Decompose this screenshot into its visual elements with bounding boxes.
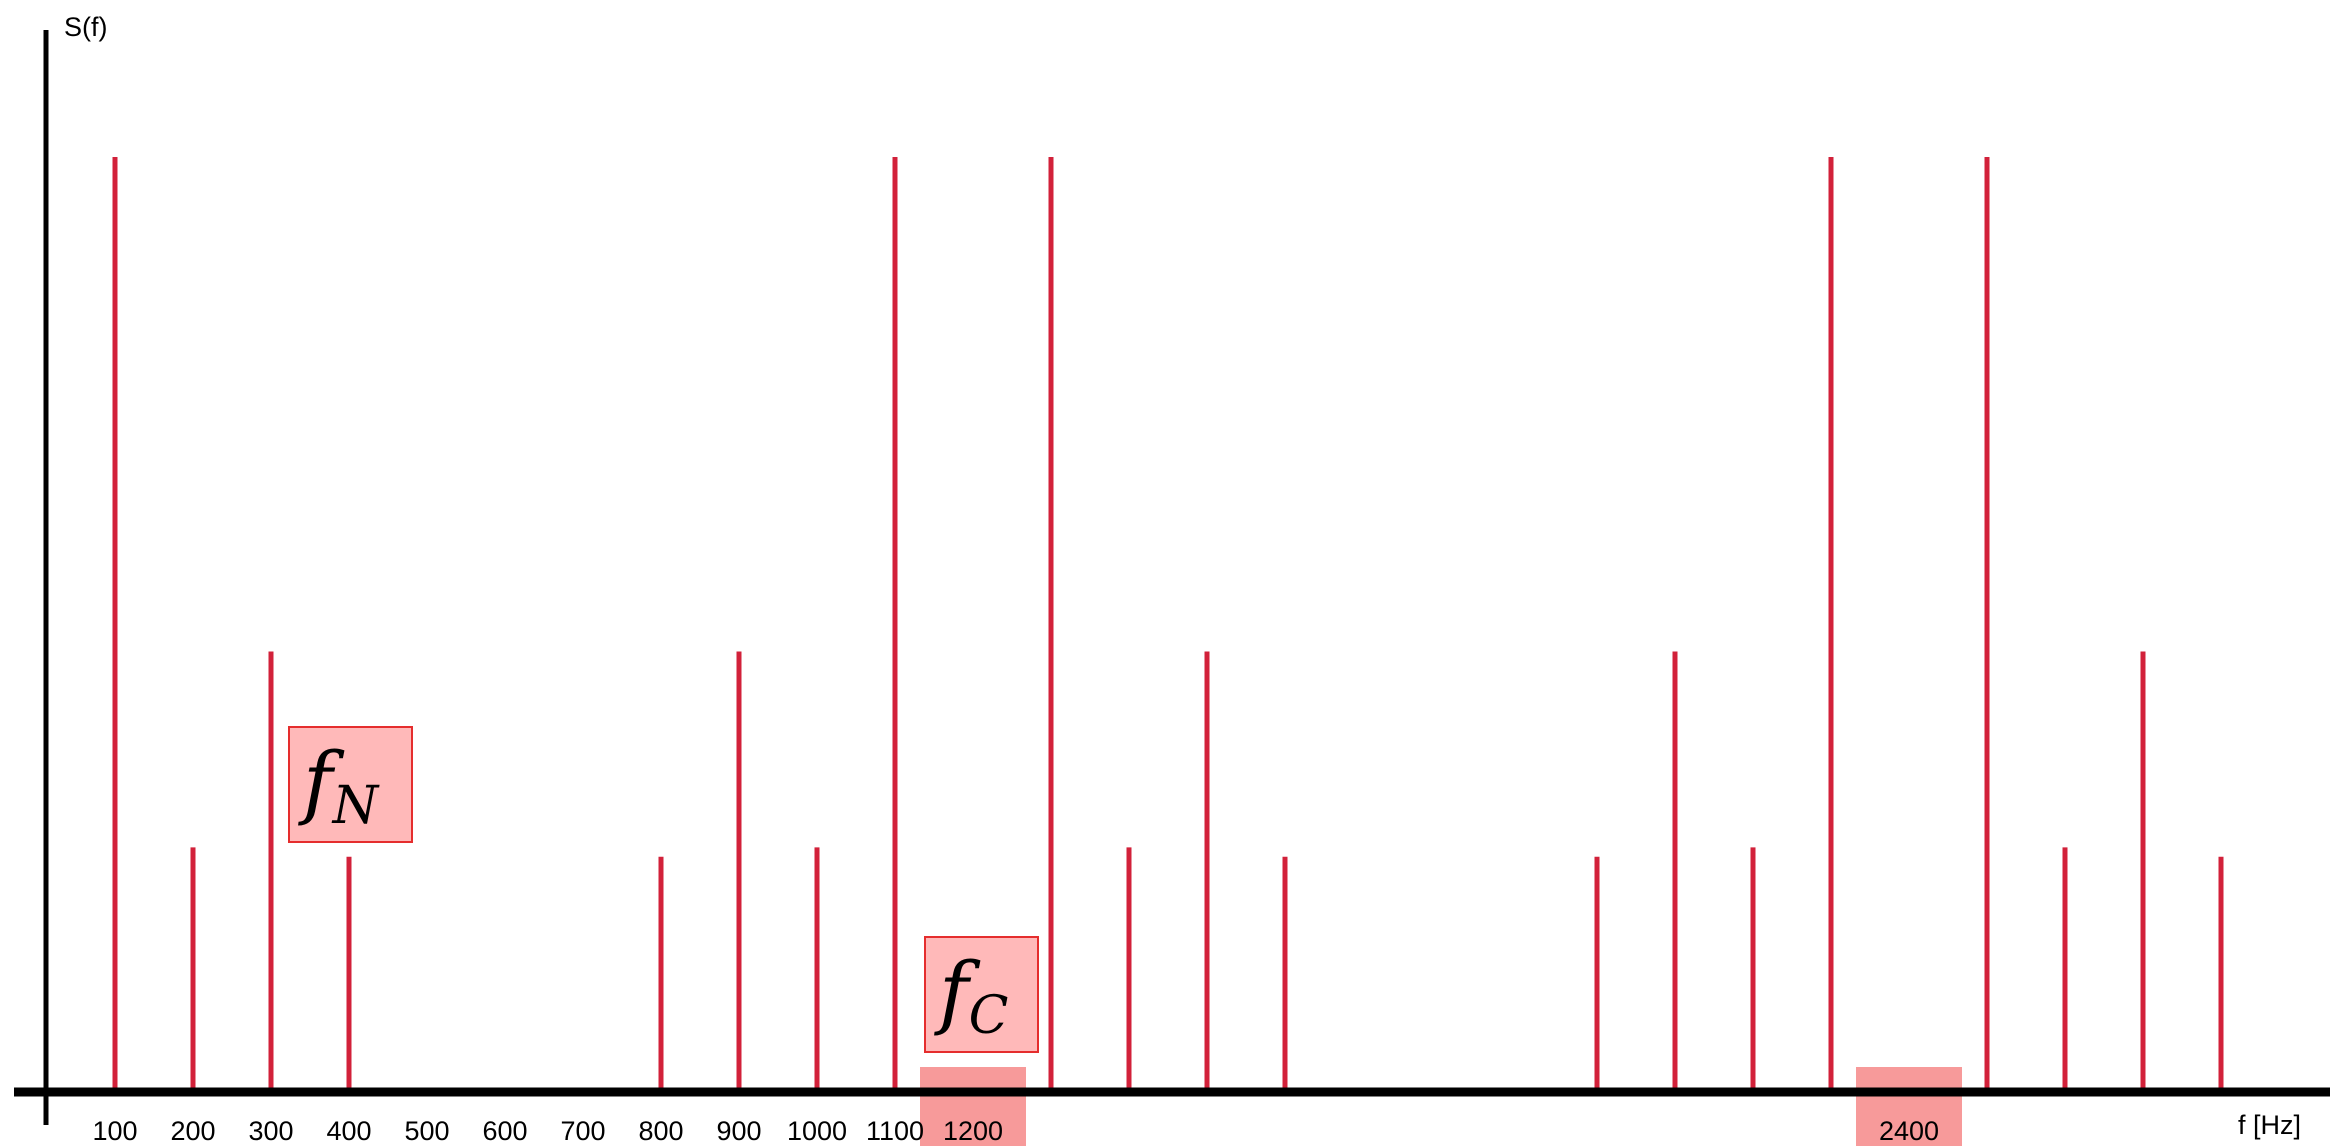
annotation-subscript: C <box>969 986 1009 1046</box>
annotation-box <box>924 936 1039 1053</box>
y-axis-label: S(f) <box>64 12 108 42</box>
annotation-fc: fC <box>924 936 1039 1053</box>
tick-label-1000: 1000 <box>787 1116 847 1146</box>
x-axis-label: f [Hz] <box>2238 1110 2301 1140</box>
tick-highlight-1200 <box>920 1067 1026 1146</box>
tick-label-900: 900 <box>716 1116 761 1146</box>
annotation-label: fN <box>298 735 380 836</box>
tick-label-800: 800 <box>638 1116 683 1146</box>
tick-label-500: 500 <box>404 1116 449 1146</box>
tick-label-100: 100 <box>92 1116 137 1146</box>
tick-label-1100: 1100 <box>866 1116 924 1146</box>
annotation-box <box>288 726 413 843</box>
tick-label-400: 400 <box>326 1116 371 1146</box>
tick-highlight-2400 <box>1856 1067 1962 1146</box>
tick-label-700: 700 <box>560 1116 605 1146</box>
tick-label-600: 600 <box>482 1116 527 1146</box>
annotation-subscript: N <box>331 776 380 836</box>
annotation-fn: fN <box>288 726 413 843</box>
tick-label-200: 200 <box>170 1116 215 1146</box>
tick-label-300: 300 <box>248 1116 293 1146</box>
tick-label-2400: 2400 <box>1879 1116 1939 1146</box>
tick-label-1200: 1200 <box>943 1116 1003 1146</box>
